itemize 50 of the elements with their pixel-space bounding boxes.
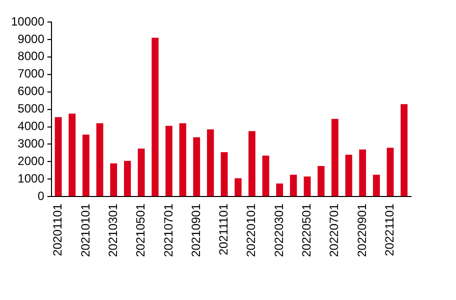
x-tick-label: 20210101: [78, 203, 92, 257]
x-tick-label: 20210501: [134, 203, 148, 257]
x-tick-label: 20220901: [354, 203, 369, 257]
y-tick-label: 10000: [10, 14, 45, 28]
y-tick-label: 6000: [18, 84, 45, 98]
bar: [400, 104, 408, 196]
bar: [220, 152, 228, 196]
x-tick-label: 20220501: [300, 203, 314, 257]
bar: [165, 126, 172, 196]
bar: [96, 123, 104, 196]
bar: [345, 154, 352, 196]
y-tick-label: 2000: [18, 154, 45, 168]
bar: [193, 137, 200, 196]
y-tick-label: 8000: [18, 49, 45, 64]
bar: [386, 148, 394, 196]
x-tick-label: 20210701: [161, 203, 176, 257]
x-tick-label: 20220101: [244, 203, 258, 257]
bar: [206, 129, 214, 196]
x-tick-label: 20220301: [272, 203, 286, 257]
bar: [372, 174, 380, 196]
bar: [138, 148, 145, 196]
y-tick-label: 7000: [18, 66, 45, 81]
x-tick-label: 20201101: [50, 203, 65, 256]
bar: [359, 149, 366, 196]
x-tick-label: 20211101: [216, 203, 231, 256]
bar: [110, 163, 118, 196]
x-tick-label: 20220701: [327, 203, 342, 257]
bar: [248, 131, 256, 196]
y-tick-label: 9000: [18, 32, 45, 46]
x-tick-label: 20210301: [106, 203, 120, 257]
bar: [152, 38, 159, 196]
y-tick-label: 4000: [18, 119, 45, 134]
x-tick-label: 20210901: [188, 203, 203, 257]
bar: [68, 114, 76, 196]
bar: [82, 134, 90, 196]
bar: [54, 117, 62, 196]
bar: [262, 156, 270, 196]
y-tick-label: 3000: [18, 136, 45, 151]
y-tick-label: 1000: [18, 171, 45, 186]
bar: [331, 118, 338, 196]
bar: [276, 184, 284, 196]
y-tick-label: 0: [38, 188, 45, 203]
bar: [290, 174, 297, 196]
bar: [179, 123, 186, 196]
y-tick-label: 5000: [18, 102, 45, 116]
bar: [234, 178, 242, 196]
bar: [304, 176, 311, 196]
bar: [124, 160, 131, 196]
bar: [318, 166, 325, 196]
x-tick-label: 20221101: [382, 203, 397, 256]
